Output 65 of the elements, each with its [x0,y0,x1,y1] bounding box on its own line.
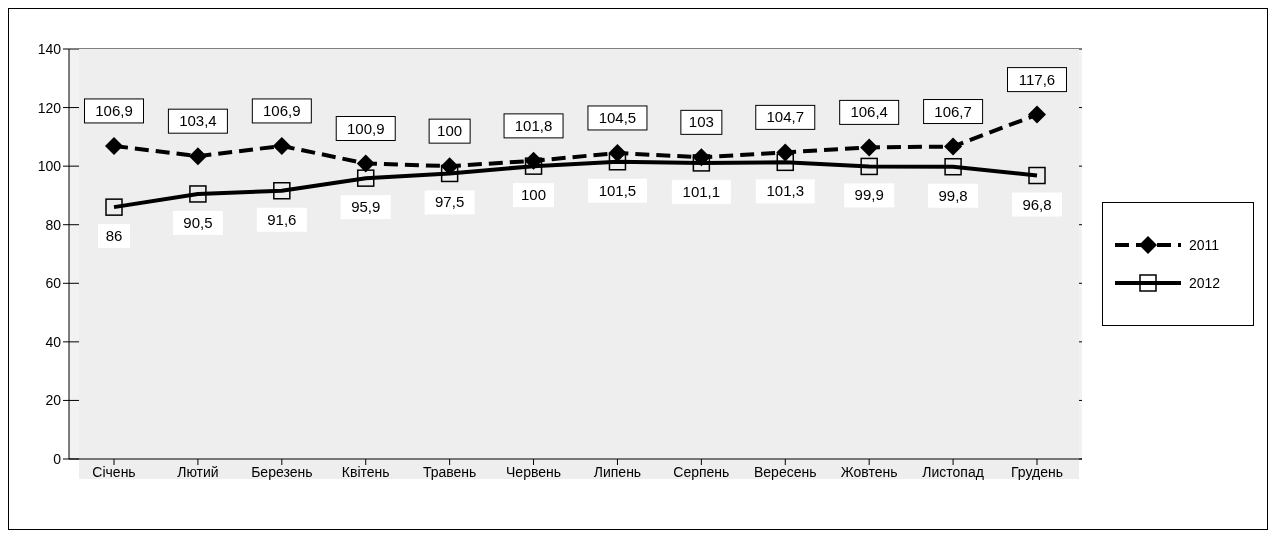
data-label: 99,8 [938,186,968,204]
data-label: 95,9 [351,198,381,216]
point [188,147,207,166]
data-label: 97,5 [435,193,465,211]
point [189,185,207,203]
y-tick-label: 20 [45,392,62,409]
data-label: 90,5 [183,213,213,231]
y-tick-label: 80 [45,216,62,233]
data-label: 104,7 [766,108,805,126]
point [524,157,543,175]
point [440,164,459,183]
y-tick-label: 100 [37,158,62,175]
data-label: 106,9 [263,101,301,119]
point [105,198,123,216]
data-label: 106,4 [850,103,888,121]
point [1028,105,1046,124]
data-label: 104,5 [598,108,637,126]
point [105,136,123,155]
data-label: 101,5 [598,181,637,199]
y-tick-label: 140 [37,40,62,57]
data-label: 103,4 [179,112,217,130]
x-tick-label: Січень [92,463,136,480]
data-label: 101,8 [514,116,553,134]
data-label: 101,3 [766,182,805,200]
data-label: 106,7 [934,102,972,120]
point [608,153,627,171]
data-label: 91,6 [267,210,297,228]
data-label: 106,9 [95,101,133,119]
y-tick-label: 120 [37,99,62,116]
y-tick-label: 60 [45,275,62,292]
x-tick-label: Серпень [673,463,730,480]
point [860,157,878,176]
data-label: 100 [437,122,463,140]
data-label: 86 [105,227,123,245]
x-tick-label: Березень [251,463,313,480]
x-tick-label: Вересень [754,463,817,480]
point [776,153,795,172]
y-tick-label: 0 [53,450,62,467]
x-tick-label: Квітень [341,463,390,480]
point [944,137,963,156]
point [1028,166,1046,185]
data-label: 100 [521,186,547,204]
x-tick-label: Червень [506,463,562,480]
point [273,181,291,200]
data-label: 101,1 [682,182,721,200]
data-label: 100,9 [346,119,385,137]
x-tick-label: Листопад [922,463,984,480]
data-label: 103 [688,113,714,131]
x-tick-label: Липень [593,463,642,480]
data-label: 117,6 [1018,70,1056,88]
legend-label: 2011 [1189,237,1220,253]
x-tick-label: Лютий [177,463,219,480]
point [692,154,711,172]
x-tick-label: Грудень [1011,463,1063,480]
legend-label: 2012 [1189,275,1221,291]
point [356,154,375,173]
data-label: 99,9 [854,186,884,204]
point [272,136,291,155]
x-tick-label: Травень [422,463,477,480]
x-tick-label: Жовтень [840,463,898,480]
point [356,169,375,187]
point [944,157,962,176]
point [860,138,879,157]
data-label: 96,8 [1022,195,1052,213]
y-tick-label: 40 [45,333,62,350]
